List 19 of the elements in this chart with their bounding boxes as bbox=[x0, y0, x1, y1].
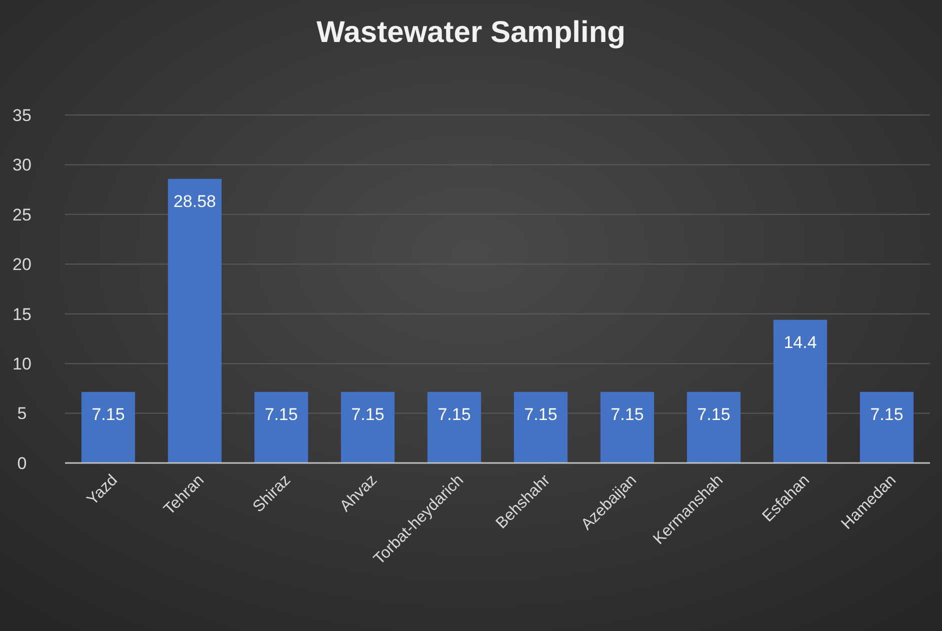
data-label: 7.15 bbox=[610, 404, 644, 424]
data-label: 7.15 bbox=[870, 404, 904, 424]
y-tick-label: 30 bbox=[12, 156, 32, 175]
chart-title: Wastewater Sampling bbox=[316, 16, 626, 49]
y-tick-label: 20 bbox=[12, 255, 32, 274]
y-tick-label: 5 bbox=[17, 404, 27, 424]
data-label: 7.15 bbox=[697, 404, 730, 424]
y-tick-label: 15 bbox=[12, 304, 32, 324]
y-tick-label: 25 bbox=[12, 205, 32, 224]
data-label: 14.4 bbox=[784, 332, 817, 352]
data-label: 7.15 bbox=[524, 404, 558, 424]
data-label: 7.15 bbox=[438, 404, 471, 424]
data-label: 7.15 bbox=[351, 404, 384, 424]
data-label: 7.15 bbox=[92, 404, 125, 424]
data-label: 7.15 bbox=[264, 404, 298, 424]
y-tick-label: 35 bbox=[12, 106, 32, 125]
y-tick-label: 10 bbox=[12, 354, 32, 374]
y-tick-label: 0 bbox=[17, 454, 27, 473]
data-label: 28.58 bbox=[173, 192, 216, 211]
